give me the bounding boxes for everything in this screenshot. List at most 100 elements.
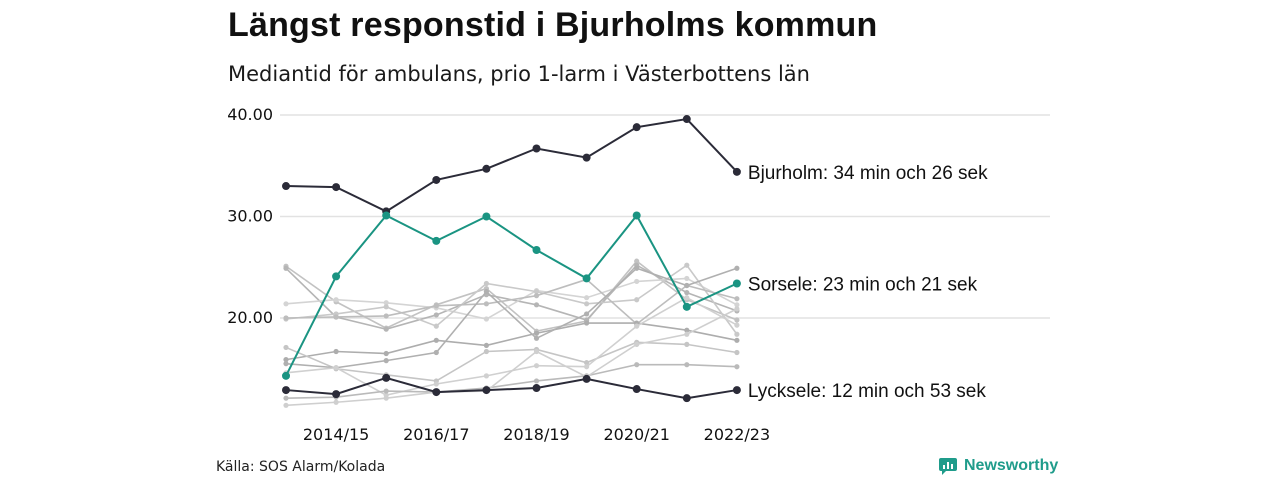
data-point-other: [533, 293, 540, 299]
data-point-other: [684, 341, 690, 347]
chart-title: Längst responstid i Bjurholms kommun: [228, 6, 878, 44]
data-point-other: [433, 323, 439, 329]
data-point-other: [634, 278, 640, 285]
data-point-other: [433, 337, 439, 343]
data-point-other: [483, 280, 489, 287]
data-point-other: [283, 395, 289, 401]
data-point-bjurholm: [432, 175, 441, 184]
x-tick-label: 2016/17: [403, 425, 469, 444]
data-point-other: [584, 311, 590, 317]
series-line-other: [285, 363, 737, 399]
data-point-sorsele: [282, 371, 290, 380]
data-point-sorsele: [382, 211, 391, 220]
data-point-other: [383, 350, 389, 357]
series-line-other: [285, 308, 738, 407]
data-point-other: [734, 349, 740, 356]
data-point-other: [283, 265, 289, 271]
data-point-other: [734, 322, 740, 328]
data-point-other: [533, 348, 540, 355]
data-point-other: [734, 296, 740, 302]
x-tick-label: 2014/15: [303, 425, 369, 444]
data-point-sorsele: [582, 274, 591, 283]
data-point-other: [333, 399, 339, 405]
brand-logo: Newsworthy: [938, 456, 1058, 476]
data-point-lycksele: [732, 386, 741, 395]
data-point-bjurholm: [482, 164, 491, 173]
data-point-lycksele: [582, 374, 591, 383]
data-point-lycksele: [332, 390, 341, 399]
data-point-other: [684, 290, 690, 296]
series-line-other: [285, 278, 738, 326]
series-label-bjurholm: Bjurholm: 34 min och 26 sek: [748, 163, 988, 184]
data-point-lycksele: [632, 385, 641, 394]
series-line-lycksele: [285, 376, 738, 400]
data-point-sorsele: [682, 302, 691, 311]
data-point-other: [383, 395, 389, 401]
series-line-bjurholm: [285, 117, 738, 213]
data-point-sorsele: [732, 279, 741, 288]
data-point-other: [283, 344, 289, 351]
data-point-other: [634, 297, 640, 303]
data-point-other: [383, 388, 389, 394]
data-point-other: [283, 361, 289, 367]
series-line-other: [285, 341, 738, 382]
data-point-other: [734, 302, 740, 308]
data-point-lycksele: [282, 386, 290, 395]
data-point-other: [483, 289, 489, 295]
data-point-other: [584, 301, 590, 307]
data-point-other: [483, 373, 489, 379]
data-point-other: [584, 364, 590, 370]
data-point-other: [684, 295, 690, 301]
data-point-other: [383, 326, 389, 332]
data-point-other: [283, 315, 289, 321]
data-point-bjurholm: [282, 182, 290, 191]
x-tick-label: 2018/19: [503, 425, 569, 444]
data-point-other: [533, 302, 540, 308]
data-point-other: [533, 289, 540, 295]
data-point-lycksele: [382, 373, 391, 382]
data-point-other: [333, 297, 339, 303]
chart-subtitle: Mediantid för ambulans, prio 1-larm i Vä…: [228, 62, 810, 86]
data-point-other: [483, 348, 489, 355]
data-point-other: [533, 330, 540, 336]
data-point-other: [383, 313, 389, 319]
data-point-other: [684, 282, 690, 289]
data-point-other: [734, 306, 740, 312]
data-point-other: [533, 363, 540, 369]
data-point-other: [734, 331, 740, 337]
data-point-bjurholm: [332, 183, 341, 192]
data-point-sorsele: [632, 211, 641, 220]
data-point-other: [634, 258, 640, 264]
data-point-other: [283, 301, 289, 307]
data-point-other: [433, 312, 439, 318]
data-point-lycksele: [532, 384, 541, 393]
data-point-lycksele: [432, 388, 441, 397]
data-point-other: [483, 342, 489, 349]
series-line-sorsele: [285, 213, 738, 377]
data-point-other: [333, 365, 339, 371]
data-point-bjurholm: [632, 123, 641, 132]
data-point-other: [734, 317, 740, 323]
data-point-sorsele: [482, 212, 491, 221]
data-point-other: [584, 320, 590, 326]
data-point-other: [584, 295, 590, 301]
data-point-other: [684, 362, 690, 368]
data-point-other: [483, 301, 489, 307]
data-point-other: [684, 331, 690, 337]
data-point-other: [533, 335, 540, 341]
data-point-bjurholm: [682, 115, 691, 124]
source-note: Källa: SOS Alarm/Kolada: [216, 459, 386, 475]
data-point-other: [684, 327, 690, 333]
y-tick-label: 40.00: [227, 105, 273, 124]
data-point-other: [533, 378, 540, 384]
data-point-lycksele: [482, 386, 491, 395]
x-tick-label: 2020/21: [603, 425, 669, 444]
series-line-other: [285, 267, 738, 369]
brand-name: Newsworthy: [964, 457, 1059, 474]
data-point-lycksele: [682, 394, 691, 403]
data-point-bjurholm: [532, 144, 541, 153]
data-point-other: [383, 300, 389, 306]
data-point-other: [283, 402, 289, 408]
data-point-other: [634, 323, 640, 329]
data-point-other: [433, 381, 439, 387]
